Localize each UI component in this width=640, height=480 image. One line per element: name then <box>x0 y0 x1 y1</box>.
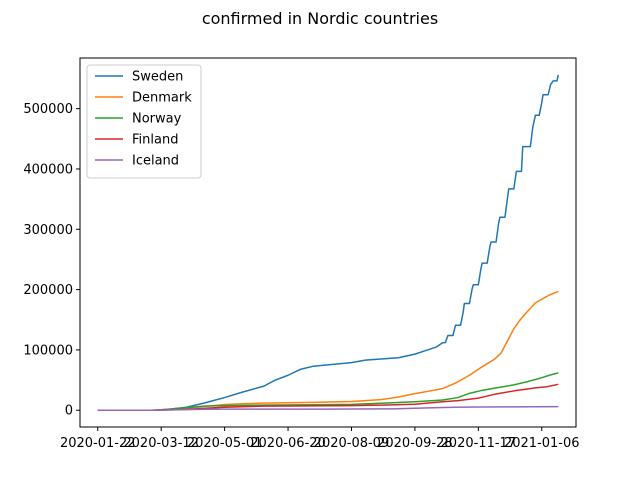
chart-title: confirmed in Nordic countries <box>202 9 438 28</box>
x-tick-label: 2020-03-12 <box>123 436 199 451</box>
y-tick-label: 0 <box>65 404 73 419</box>
series-line-denmark <box>97 290 559 411</box>
series-layer <box>97 74 559 411</box>
x-tick-label: 2020-08-09 <box>314 436 390 451</box>
axes-frame <box>79 57 577 428</box>
plot-area: 2020-01-222020-03-122020-05-012020-06-20… <box>23 57 580 451</box>
legend-label-denmark: Denmark <box>132 91 192 106</box>
x-tick-label: 2020-11-17 <box>441 436 517 451</box>
series-line-iceland <box>97 405 559 411</box>
legend-label-sweden: Sweden <box>132 70 183 85</box>
y-tick-label: 100000 <box>23 343 73 358</box>
legend: Sweden Denmark Norway Finland Iceland <box>86 64 202 179</box>
series-line-norway <box>97 372 559 411</box>
legend-label-finland: Finland <box>132 133 178 148</box>
y-tick-label: 500000 <box>23 102 73 117</box>
x-tick-label: 2020-01-22 <box>60 436 136 451</box>
legend-box <box>86 64 202 179</box>
legend-label-iceland: Iceland <box>132 154 179 169</box>
y-tick-label: 200000 <box>23 283 73 298</box>
x-axis: 2020-01-222020-03-122020-05-012020-06-20… <box>60 427 580 451</box>
y-axis: 0 100000 200000 300000 400000 500000 <box>23 102 80 419</box>
legend-label-norway: Norway <box>132 112 182 127</box>
series-line-sweden <box>97 74 559 411</box>
x-tick-label: 2020-06-20 <box>250 436 326 451</box>
y-tick-label: 300000 <box>23 223 73 238</box>
x-tick-label: 2020-09-28 <box>377 436 453 451</box>
x-tick-label: 2021-01-06 <box>504 436 580 451</box>
y-tick-label: 400000 <box>23 162 73 177</box>
x-tick-label: 2020-05-01 <box>187 436 263 451</box>
